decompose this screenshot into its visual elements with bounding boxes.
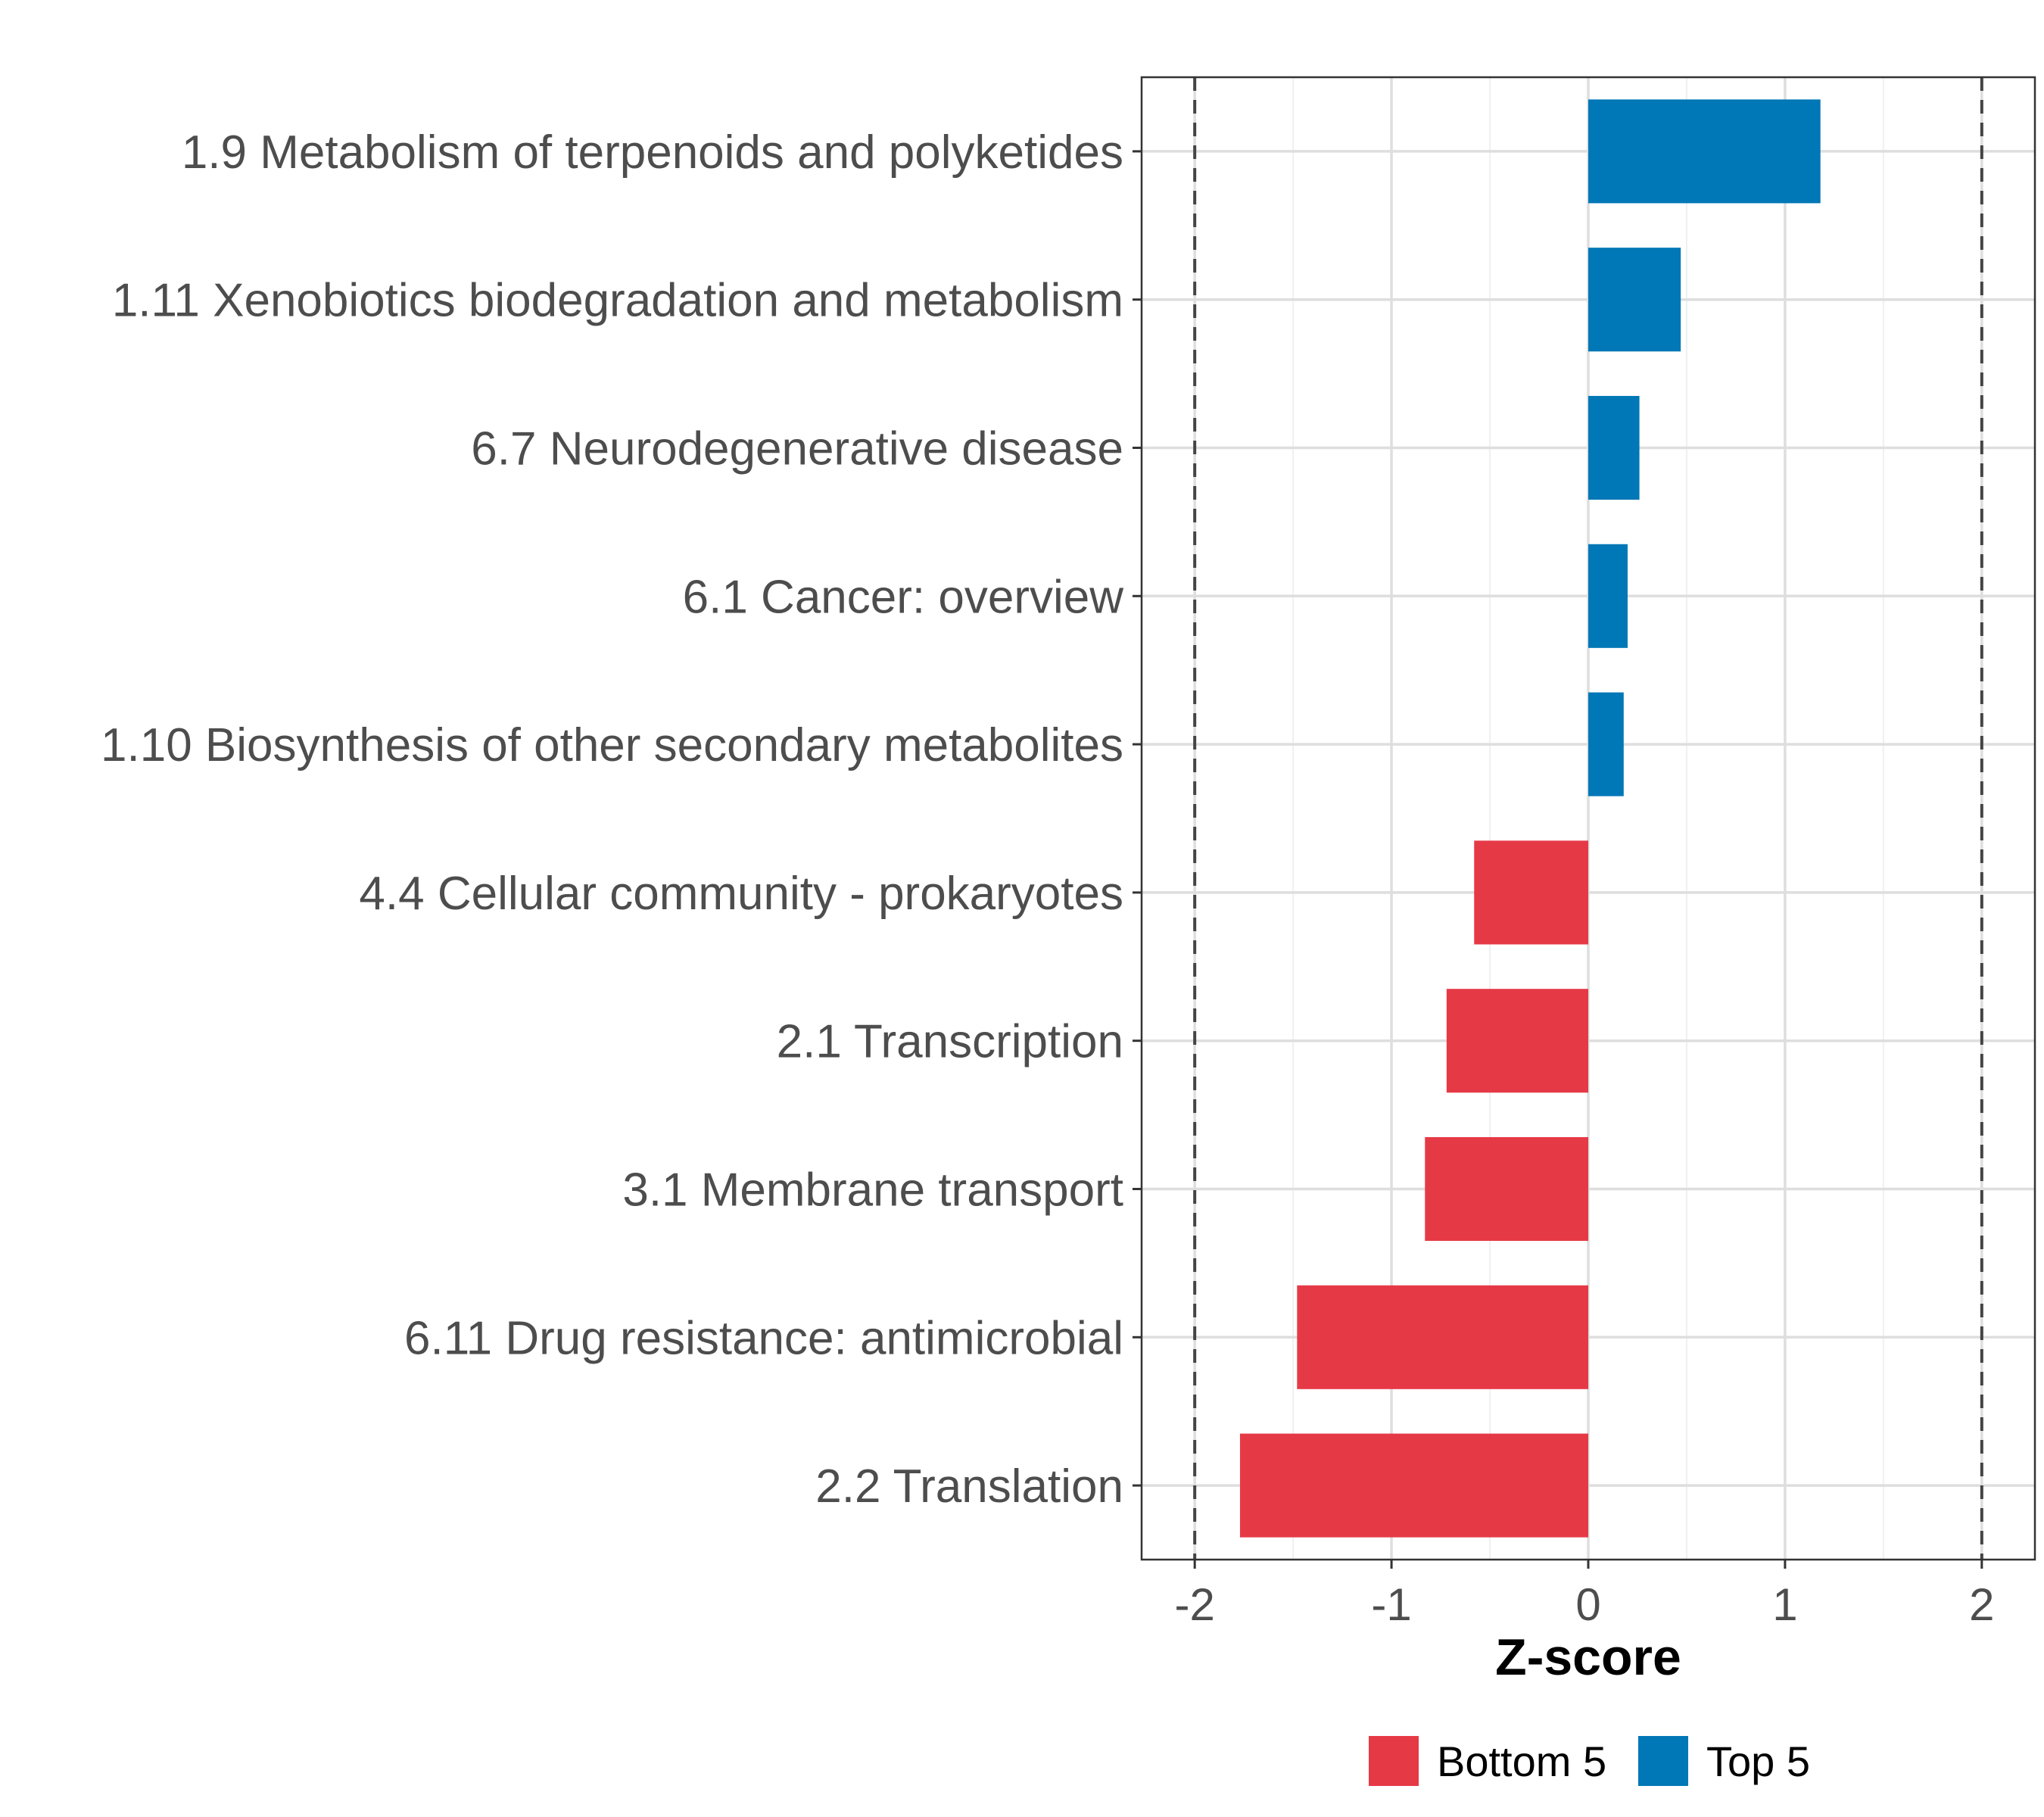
- legend-label: Top 5: [1706, 1738, 1810, 1785]
- bar-3: [1588, 395, 1640, 500]
- category-label: 2.1 Transcription: [777, 1016, 1123, 1068]
- x-tick-label: 0: [1575, 1579, 1600, 1630]
- category-label: 6.11 Drug resistance: antimicrobial: [404, 1312, 1123, 1364]
- bars: [1239, 99, 1821, 1538]
- legend-key: [1638, 1736, 1688, 1786]
- category-label: 4.4 Cellular community - prokaryotes: [359, 868, 1123, 920]
- bar-2: [1588, 248, 1681, 352]
- x-tick-label: 1: [1772, 1579, 1797, 1630]
- bar-1: [1588, 99, 1821, 204]
- x-tick-label: -1: [1371, 1579, 1411, 1630]
- category-label: 6.7 Neurodegenerative disease: [471, 423, 1123, 475]
- bar-8: [1425, 1136, 1588, 1242]
- category-label: 1.10 Biosynthesis of other secondary met…: [101, 719, 1123, 771]
- category-label: 3.1 Membrane transport: [622, 1164, 1123, 1217]
- bar-5: [1588, 692, 1624, 796]
- bar-9: [1297, 1285, 1588, 1389]
- category-label: 6.1 Cancer: overview: [683, 571, 1124, 623]
- category-label: 2.2 Translation: [815, 1460, 1123, 1513]
- x-axis-title: Z-score: [1495, 1628, 1681, 1686]
- x-tick-label: 2: [1969, 1579, 1994, 1630]
- category-label: 1.11 Xenobiotics biodegradation and meta…: [112, 275, 1123, 327]
- bar-6: [1474, 840, 1588, 945]
- reference-lines: [1193, 77, 1983, 1560]
- bar-7: [1446, 989, 1588, 1093]
- legend: Bottom 5 Top 5: [1369, 1736, 1810, 1786]
- x-tick-label: -2: [1174, 1579, 1214, 1630]
- bar-10: [1239, 1433, 1588, 1538]
- x-axis-ticks: -2 -1 0 1 2: [1174, 1560, 1995, 1630]
- legend-key: [1369, 1736, 1419, 1786]
- bar-4: [1588, 544, 1628, 648]
- y-axis-ticks: 1.9 Metabolism of terpenoids and polyket…: [101, 126, 1142, 1513]
- category-label: 1.9 Metabolism of terpenoids and polyket…: [182, 126, 1123, 179]
- legend-label: Bottom 5: [1437, 1738, 1606, 1785]
